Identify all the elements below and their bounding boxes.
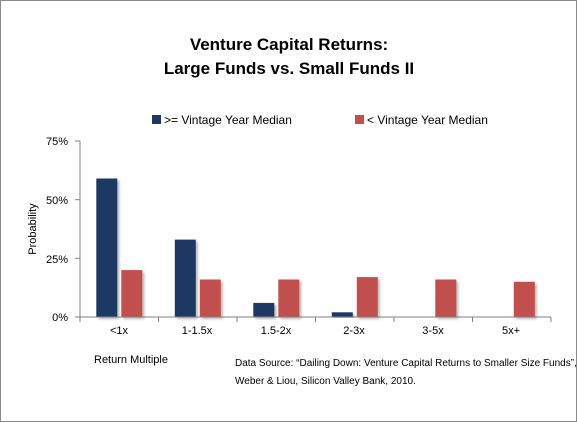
legend-swatch-series-2 [355, 115, 364, 124]
bars [96, 178, 535, 317]
legend-label-series-2: < Vintage Year Median [367, 113, 488, 127]
y-tick-label: 0% [52, 312, 68, 324]
bar-series-2 [513, 281, 535, 317]
y-tick-label: 25% [46, 254, 68, 266]
bar-series-2 [121, 270, 143, 317]
bar-series-1 [96, 178, 118, 317]
legend: >= Vintage Year Median < Vintage Year Me… [152, 113, 488, 127]
y-tick-label: 50% [46, 195, 68, 207]
bar-series-2 [199, 279, 221, 317]
source-line-2: Weber & Liou, Silicon Valley Bank, 2010. [235, 376, 416, 387]
x-tick-label: 1-1.5x [182, 325, 213, 337]
x-tick-label: 3-5x [422, 325, 444, 337]
bar-series-2 [435, 279, 457, 317]
x-axis: <1x 1-1.5x 1.5-2x 2-3x 3-5x 5x+ Return M… [79, 316, 552, 366]
x-tick-label: 2-3x [343, 325, 365, 337]
y-axis: 0% 25% 50% 75% Probability [27, 136, 81, 324]
bar-series-1 [174, 239, 196, 317]
y-tick-label: 75% [46, 136, 68, 148]
legend-label-series-1: >= Vintage Year Median [164, 113, 292, 127]
legend-swatch-series-1 [152, 115, 161, 124]
x-tick-label: <1x [110, 325, 129, 337]
chart-title-line-2: Large Funds vs. Small Funds II [164, 59, 414, 78]
chart-title-line-1: Venture Capital Returns: [190, 35, 388, 54]
source-line-1: Data Source: “Dailing Down: Venture Capi… [235, 358, 576, 369]
bar-series-2 [356, 277, 378, 317]
y-axis-title: Probability [27, 203, 39, 255]
bar-series-1 [331, 312, 353, 317]
x-axis-title: Return Multiple [94, 354, 168, 366]
bar-series-1 [253, 302, 275, 317]
x-tick-label: 5x+ [502, 325, 520, 337]
x-tick-label: 1.5-2x [261, 325, 292, 337]
bar-series-2 [278, 279, 300, 317]
